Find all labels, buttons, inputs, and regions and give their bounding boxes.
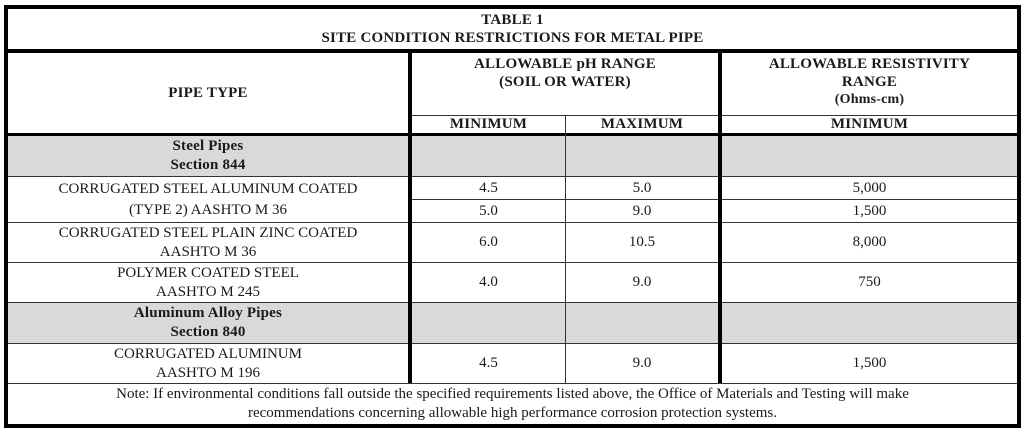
header-resistivity-units: (Ohms-cm)	[834, 92, 905, 107]
pipe-type-line1: POLYMER COATED STEEL	[117, 264, 299, 281]
steel-section-shade	[8, 136, 1017, 176]
section-number: Section 844	[170, 157, 246, 173]
title-divider	[4, 49, 1021, 53]
section-number: Section 840	[170, 324, 246, 340]
table-row-pipe-type: POLYMER COATED STEEL AASHTO M 245	[8, 263, 408, 302]
header-resistivity-min: MINIMUM	[722, 116, 1017, 133]
header-pipe-type-label: PIPE TYPE	[168, 84, 248, 101]
aluminum-section-shade	[8, 303, 1017, 343]
resistivity-min-text: 8,000	[852, 234, 887, 250]
header-ph-min: MINIMUM	[412, 116, 565, 133]
table-row-pipe-type: CORRUGATED ALUMINUM AASHTO M 196	[8, 344, 408, 383]
header-pipe-type: PIPE TYPE	[8, 53, 408, 133]
ph-min-value: 4.0	[412, 263, 565, 302]
table-row-pipe-type: CORRUGATED STEEL PLAIN ZINC COATED AASHT…	[8, 223, 408, 262]
ph-min-text: 5.0	[479, 202, 498, 219]
ph-min-max-divider	[565, 115, 566, 383]
resistivity-min-value: 8,000	[722, 223, 1017, 262]
ph-max-text: 10.5	[628, 234, 656, 250]
row-divider	[8, 176, 1017, 177]
table-note: Note: If environmental conditions fall o…	[8, 384, 1017, 424]
ph-min-text: 4.0	[479, 274, 498, 290]
ph-max-text: 9.0	[632, 355, 652, 371]
row-divider	[411, 199, 1017, 200]
ph-min-value: 5.0	[412, 200, 565, 222]
header-ph-max-label: MAXIMUM	[600, 116, 684, 132]
note-line2: recommendations concerning allowable hig…	[248, 405, 777, 421]
ph-max-value: 9.0	[566, 344, 718, 383]
pipe-type-line2: AASHTO M 196	[156, 364, 260, 381]
table-number: TABLE 1	[481, 12, 544, 28]
ph-max-text: 5.0	[632, 179, 652, 196]
resistivity-min-text: 5,000	[852, 179, 887, 196]
ph-max-value: 10.5	[566, 223, 718, 262]
table-frame	[4, 5, 1021, 428]
row-divider	[8, 222, 1017, 223]
resistivity-min-value: 1,500	[722, 200, 1017, 222]
ph-max-text: 9.0	[632, 202, 652, 219]
table-caption: SITE CONDITION RESTRICTIONS FOR METAL PI…	[321, 30, 704, 46]
header-ph-range: ALLOWABLE pH RANGE (SOIL OR WATER)	[412, 55, 718, 95]
header-ph-min-label: MINIMUM	[449, 116, 528, 132]
ph-min-text: 4.5	[479, 355, 498, 371]
resistivity-min-text: 1,500	[852, 355, 887, 371]
header-ph-range-line2: (SOIL OR WATER)	[499, 74, 631, 90]
header-resistivity-min-label: MINIMUM	[830, 116, 909, 132]
ph-resistivity-divider	[718, 51, 722, 383]
section-header-aluminum: Aluminum Alloy Pipes Section 840	[8, 303, 408, 343]
resistivity-min-value: 5,000	[722, 177, 1017, 199]
ph-min-value: 4.5	[412, 344, 565, 383]
header-resistivity-line2: RANGE	[841, 74, 898, 90]
ph-max-value: 9.0	[566, 200, 718, 222]
pipe-type-line1: CORRUGATED STEEL ALUMINUM COATED	[58, 180, 358, 197]
section-header-steel: Steel Pipes Section 844	[8, 136, 408, 176]
row-divider	[8, 262, 1017, 263]
pipe-type-line1: CORRUGATED STEEL PLAIN ZINC COATED	[58, 224, 358, 241]
table-row-pipe-type: CORRUGATED STEEL ALUMINUM COATED (TYPE 2…	[8, 177, 408, 222]
ph-min-value: 4.5	[412, 177, 565, 199]
pipe-type-line2: (TYPE 2) AASHTO M 36	[128, 201, 288, 218]
section-name: Aluminum Alloy Pipes	[133, 305, 283, 321]
pipe-type-line2: AASHTO M 36	[159, 243, 257, 260]
ph-max-text: 9.0	[632, 274, 652, 290]
header-resistivity-line1: ALLOWABLE RESISTIVITY	[768, 56, 971, 72]
pipe-type-column-divider	[408, 51, 412, 383]
header-ph-max: MAXIMUM	[566, 116, 718, 133]
row-divider	[8, 343, 1017, 344]
ph-max-value: 9.0	[566, 263, 718, 302]
resistivity-min-value: 1,500	[722, 344, 1017, 383]
ph-min-value: 6.0	[412, 223, 565, 262]
header-resistivity: ALLOWABLE RESISTIVITY RANGE (Ohms-cm)	[722, 55, 1017, 115]
resistivity-min-value: 750	[722, 263, 1017, 302]
note-line1: Note: If environmental conditions fall o…	[116, 386, 909, 402]
table-title: TABLE 1 SITE CONDITION RESTRICTIONS FOR …	[8, 9, 1017, 49]
section-name: Steel Pipes	[172, 138, 244, 154]
pipe-type-line2: AASHTO M 245	[156, 283, 260, 300]
note-divider	[8, 383, 1017, 384]
ph-max-value: 5.0	[566, 177, 718, 199]
pipe-type-line1: CORRUGATED ALUMINUM	[114, 345, 302, 362]
header-ph-range-line1: ALLOWABLE pH RANGE	[474, 56, 656, 72]
header-bottom-divider	[8, 133, 1017, 136]
subheader-divider	[411, 115, 1017, 116]
resistivity-min-text: 750	[858, 274, 881, 290]
resistivity-min-text: 1,500	[852, 202, 887, 219]
ph-min-text: 6.0	[479, 234, 498, 250]
ph-min-text: 4.5	[479, 179, 498, 196]
row-divider	[8, 302, 1017, 303]
